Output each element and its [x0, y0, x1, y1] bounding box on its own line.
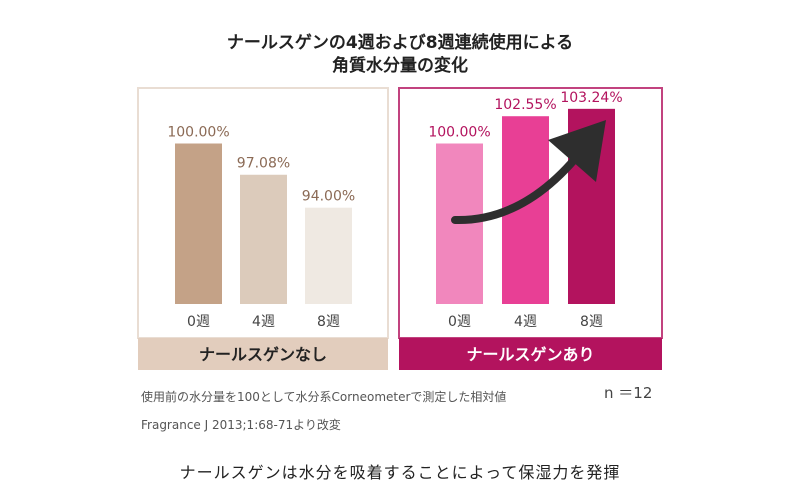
x-tick-label: 4週 [514, 314, 537, 330]
bar [305, 207, 352, 304]
caption: ナールスゲンは水分を吸着することによって保湿力を発揮 [179, 463, 621, 482]
sample-size: n ＝12 [604, 384, 653, 402]
chart-title-line2: 角質水分量の変化 [332, 56, 468, 76]
source-note: Fragrance J 2013;1:68-71より改変 [141, 418, 341, 432]
method-note: 使用前の水分量を100として水分系Corneometerで測定した相対値 [141, 390, 507, 404]
panel-header [138, 338, 388, 370]
bar-value-label: 100.00% [428, 125, 490, 141]
panel-header [399, 338, 662, 370]
panel-title: ナールスゲンなし [199, 345, 327, 364]
bar-value-label: 103.24% [560, 90, 622, 106]
bar-value-label: 94.00% [302, 189, 355, 205]
arrow-head-icon [548, 120, 606, 182]
x-tick-label: 4週 [252, 314, 275, 330]
x-tick-label: 0週 [448, 314, 471, 330]
bar-value-label: 100.00% [167, 125, 229, 141]
panel-title: ナールスゲンあり [466, 345, 594, 364]
bar [240, 174, 287, 304]
bar [175, 143, 222, 304]
bar-value-label: 102.55% [494, 97, 556, 113]
x-tick-label: 8週 [580, 314, 603, 330]
x-tick-label: 0週 [187, 314, 210, 330]
bar-value-label: 97.08% [237, 156, 290, 172]
x-tick-label: 8週 [317, 314, 340, 330]
chart-title-line1: ナールスゲンの4週および8週連続使用による [226, 33, 574, 53]
